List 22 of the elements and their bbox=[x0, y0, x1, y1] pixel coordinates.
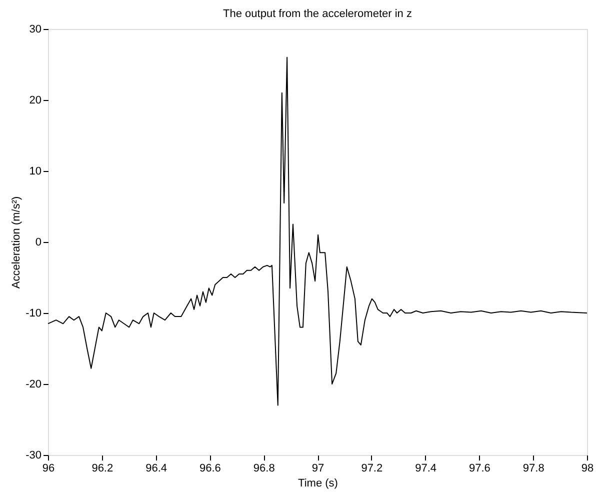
x-tick-label: 96.8 bbox=[253, 462, 275, 474]
y-tick-label: 20 bbox=[29, 94, 42, 106]
y-tick-label: -10 bbox=[26, 308, 42, 320]
chart-title: The output from the accelerometer in z bbox=[223, 8, 412, 20]
x-tick-label: 96 bbox=[42, 462, 55, 474]
x-tick-label: 97.4 bbox=[415, 462, 437, 474]
x-tick-label: 97 bbox=[312, 462, 324, 474]
line-series bbox=[48, 56, 588, 406]
x-tick-label: 96.6 bbox=[199, 462, 221, 474]
y-axis-title: Acceleration (m/s²) bbox=[10, 196, 23, 289]
y-tick-label: -30 bbox=[26, 450, 42, 462]
y-tick-label: -20 bbox=[26, 378, 42, 390]
x-tick-label: 96.2 bbox=[92, 462, 114, 474]
x-tick-label: 98 bbox=[581, 462, 594, 474]
x-axis-title: Time (s) bbox=[298, 478, 338, 490]
x-tick-label: 97.6 bbox=[468, 462, 490, 474]
y-tick-label: 0 bbox=[35, 236, 42, 248]
y-tick-label: 10 bbox=[29, 166, 42, 178]
x-tick-label: 97.2 bbox=[361, 462, 383, 474]
y-tick-label: 30 bbox=[29, 24, 42, 36]
x-tick-label: 97.8 bbox=[522, 462, 544, 474]
x-tick-label: 96.4 bbox=[146, 462, 168, 474]
